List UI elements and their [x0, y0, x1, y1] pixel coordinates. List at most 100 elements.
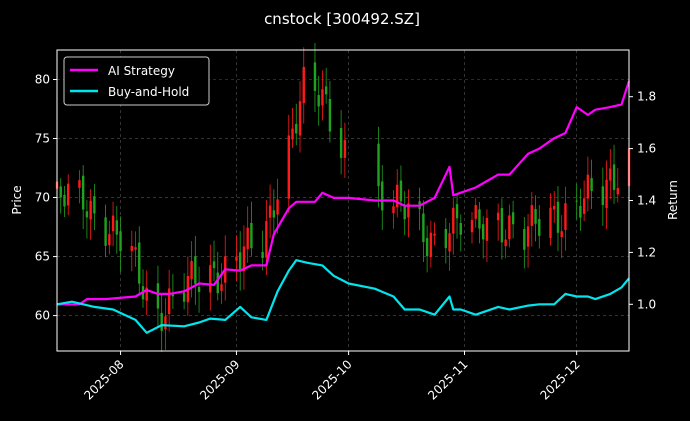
- legend-label-buy-and-hold: Buy-and-Hold: [108, 85, 189, 99]
- candle-body: [534, 208, 537, 224]
- left-tick-label: 80: [35, 73, 50, 87]
- candle-body: [246, 227, 249, 249]
- candle-body: [549, 207, 552, 239]
- candle-body: [235, 256, 238, 261]
- candle-body: [425, 238, 429, 257]
- candle-body: [111, 215, 115, 232]
- candle-body: [403, 205, 406, 220]
- candle-body: [504, 239, 507, 247]
- candle-body: [119, 231, 122, 252]
- candle-body: [485, 217, 489, 241]
- candle-body: [81, 175, 85, 210]
- candle-body: [381, 181, 384, 211]
- candle-body: [238, 252, 242, 270]
- candle-body: [182, 292, 186, 302]
- candle-body: [478, 209, 481, 229]
- candle-body: [470, 220, 474, 233]
- candle-body: [242, 246, 246, 272]
- candle-body: [444, 228, 448, 249]
- candle-body: [160, 312, 163, 331]
- candle-body: [295, 123, 298, 134]
- candle-body: [171, 293, 175, 297]
- candle-body: [317, 95, 320, 107]
- candle-body: [392, 206, 395, 214]
- right-tick-label: 1.4: [637, 194, 656, 208]
- candle-body: [560, 231, 563, 238]
- candle-body: [429, 232, 433, 257]
- candle-body: [407, 203, 410, 218]
- right-tick-label: 1.8: [637, 90, 656, 104]
- buy-and-hold-line: [56, 259, 630, 334]
- grid-layer: [57, 50, 629, 351]
- candle-body: [209, 265, 212, 293]
- legend-frame: [63, 56, 210, 106]
- ai-strategy-line: [57, 80, 631, 306]
- candle-body: [526, 226, 530, 247]
- candle-body: [523, 228, 526, 250]
- candle-body: [272, 210, 276, 218]
- candle-body: [291, 128, 294, 140]
- candle-body: [250, 222, 253, 249]
- candle-body: [216, 272, 219, 294]
- candle-body: [575, 200, 578, 202]
- candle-body: [156, 283, 160, 309]
- candle-body: [145, 287, 148, 301]
- candle-body: [530, 205, 533, 226]
- candle-body: [564, 203, 567, 230]
- candle-body: [287, 135, 290, 199]
- candle-body: [328, 98, 332, 132]
- candle-body: [590, 178, 593, 192]
- right-tick-label: 1.2: [637, 245, 656, 259]
- candle-body: [579, 205, 582, 218]
- candle-body: [601, 186, 605, 206]
- candle-body: [339, 127, 343, 158]
- candle-body: [220, 284, 223, 291]
- candle-body: [298, 101, 302, 136]
- candle-body: [377, 143, 380, 187]
- candle-body: [268, 205, 272, 218]
- candle-body: [481, 224, 485, 240]
- right-axis-label: Return: [666, 180, 680, 220]
- candle-body: [108, 234, 111, 246]
- candle-body: [582, 198, 586, 214]
- candle-body: [324, 86, 328, 95]
- candle-body: [538, 219, 541, 236]
- candle-body: [93, 196, 96, 214]
- left-axis-label: Price: [10, 185, 24, 214]
- candle-body: [89, 200, 92, 220]
- candle-body: [78, 180, 81, 188]
- candle-body: [302, 66, 305, 104]
- candle-body: [508, 215, 511, 240]
- candle-body: [167, 288, 171, 314]
- candle-body: [553, 206, 556, 210]
- candle-body: [59, 186, 62, 198]
- candle-body: [265, 221, 268, 258]
- candle-body: [556, 201, 560, 233]
- candle-body: [396, 184, 399, 208]
- candle-body: [605, 179, 608, 209]
- candle-body: [134, 247, 137, 250]
- candle-body: [104, 217, 107, 246]
- candle-body: [399, 180, 403, 202]
- candle-body: [422, 213, 425, 243]
- left-tick-label: 65: [35, 250, 50, 264]
- candle-body: [448, 233, 451, 252]
- candle-body: [609, 168, 612, 181]
- candle-body: [433, 233, 436, 236]
- candle-body: [496, 212, 500, 221]
- candle-body: [190, 260, 193, 280]
- candle-body: [321, 89, 324, 106]
- candle-body: [586, 174, 590, 199]
- candle-body: [63, 194, 66, 207]
- candle-body: [276, 199, 279, 215]
- candle-body: [612, 164, 616, 190]
- candle-body: [474, 205, 477, 219]
- candle-body: [115, 220, 119, 235]
- candlesticks: [55, 42, 631, 352]
- left-tick-label: 60: [35, 309, 50, 323]
- candle-body: [130, 245, 133, 251]
- candle-body: [67, 183, 70, 206]
- candle-body: [500, 208, 504, 243]
- candle-body: [313, 62, 317, 91]
